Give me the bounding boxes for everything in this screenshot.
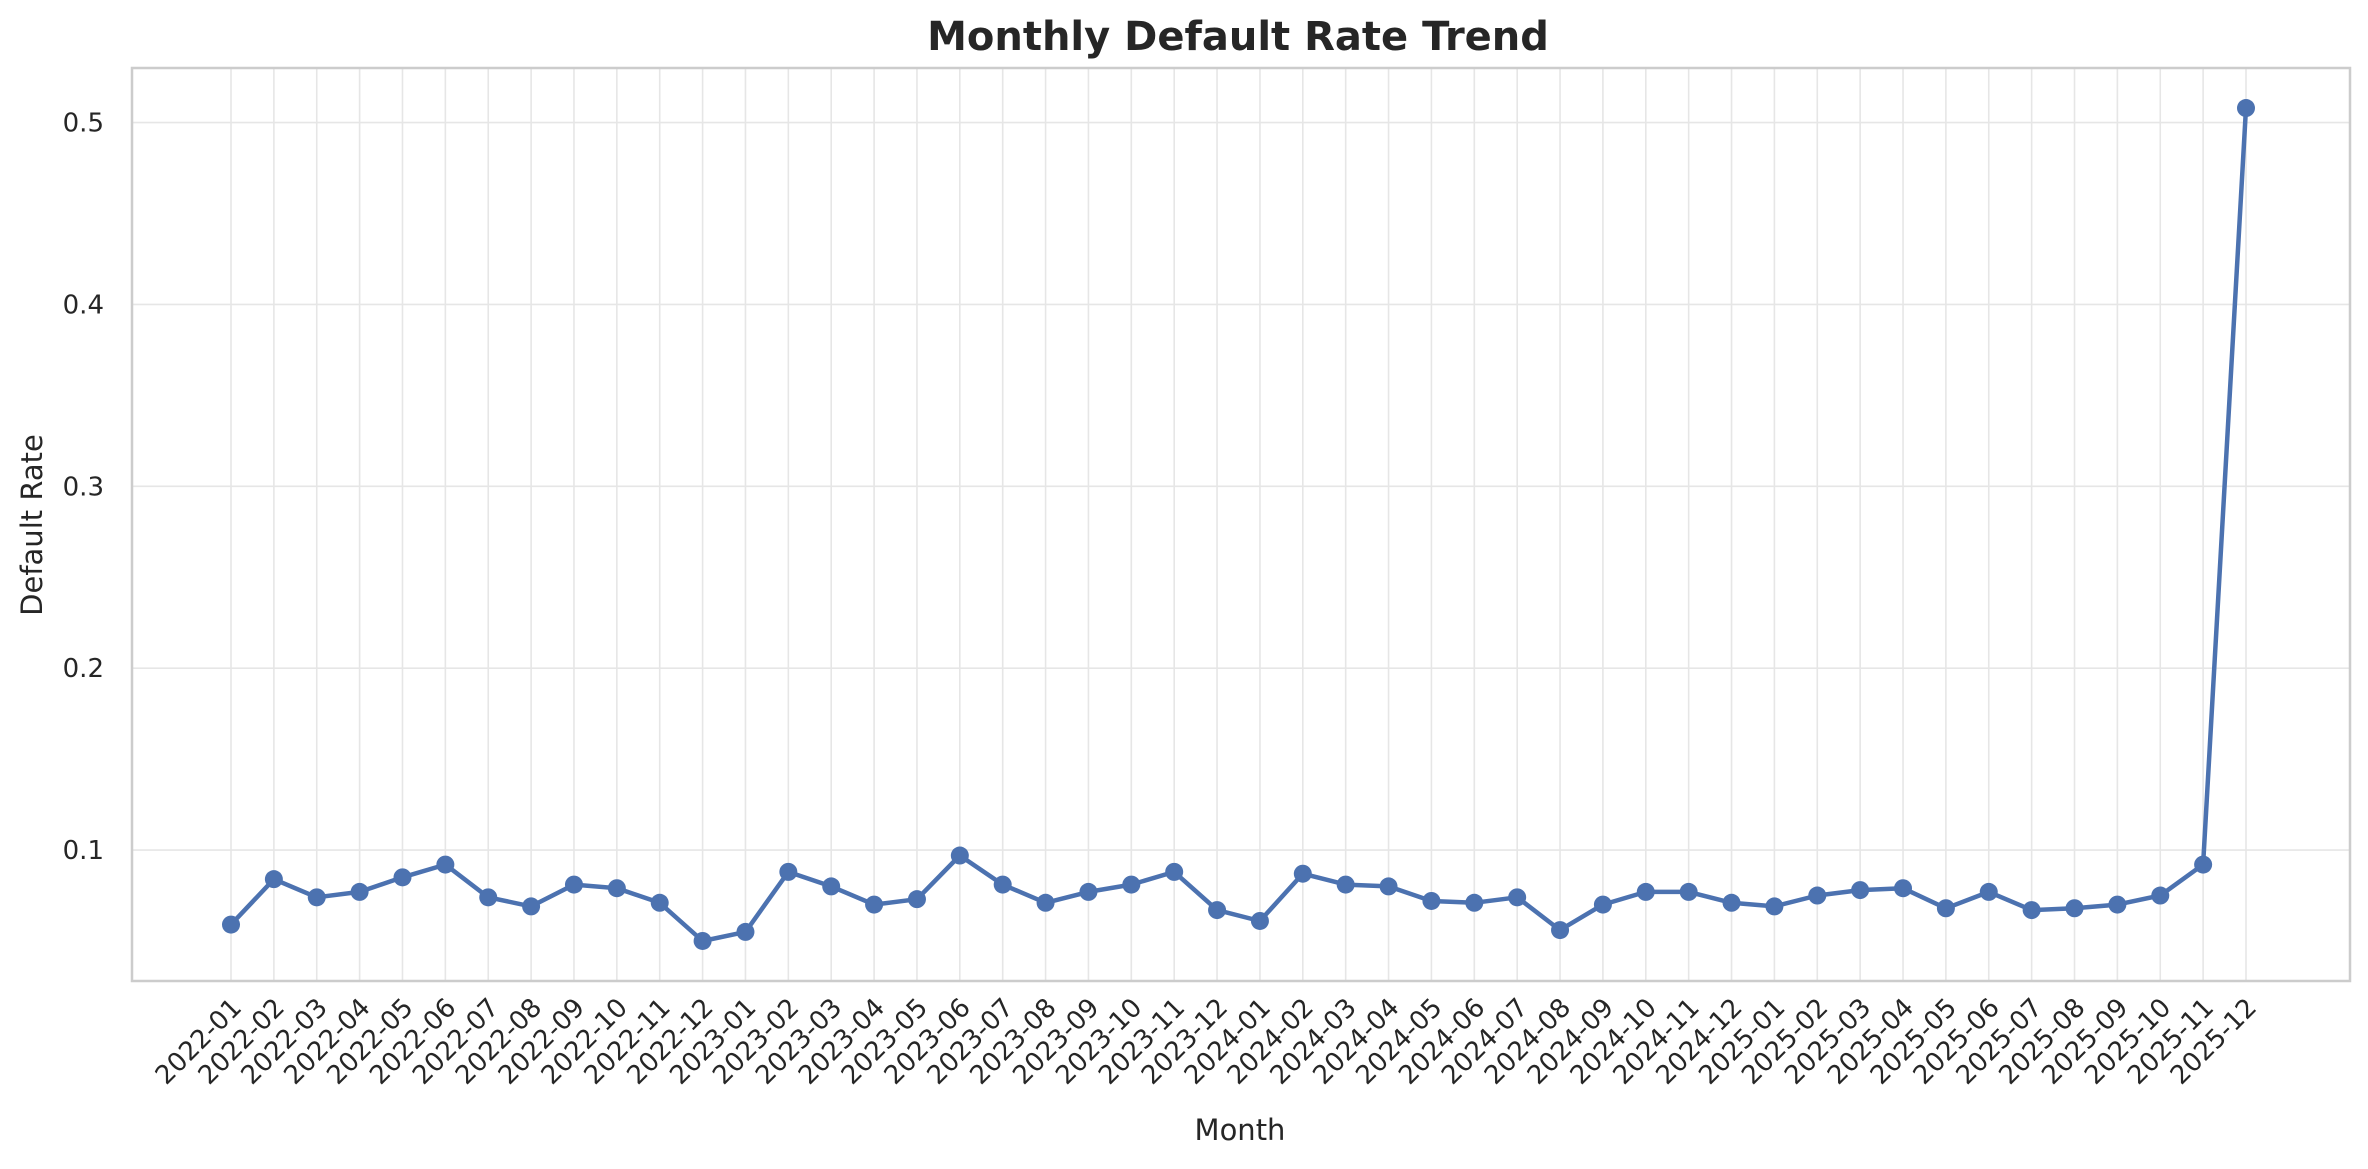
data-point: [1208, 901, 1227, 920]
data-point: [950, 846, 969, 865]
grid: [132, 68, 2350, 981]
data-point: [1722, 893, 1741, 912]
y-tick-label: 0.2: [63, 654, 104, 684]
y-tick-label: 0.1: [63, 836, 104, 866]
data-point: [1293, 864, 1312, 883]
series-line: [229, 107, 2249, 944]
data-point: [822, 877, 841, 896]
data-point: [436, 855, 455, 874]
data-point: [650, 893, 669, 912]
data-point: [1508, 888, 1527, 907]
data-point: [264, 870, 283, 889]
data-point: [736, 922, 755, 941]
data-point: [1551, 921, 1570, 940]
y-axis-label: Default Rate: [15, 434, 49, 616]
y-tick-label: 0.5: [63, 109, 104, 139]
data-point: [1808, 886, 1827, 905]
plot-frame: [130, 66, 2352, 983]
data-point: [479, 888, 498, 907]
data-point: [307, 888, 326, 907]
data-point: [2065, 899, 2084, 918]
y-tick-label: 0.3: [63, 472, 104, 502]
y-tick-label: 0.4: [63, 290, 104, 320]
x-axis-label: Month: [1195, 1113, 1286, 1147]
data-point: [865, 895, 884, 914]
data-point: [907, 890, 926, 909]
data-point: [564, 875, 583, 894]
data-point: [1422, 891, 1441, 910]
data-point: [1936, 899, 1955, 918]
data-point: [1679, 882, 1698, 901]
data-point: [1765, 897, 1784, 916]
data-point: [2237, 99, 2255, 118]
data-point: [607, 879, 626, 898]
data-point: [1036, 893, 1055, 912]
data-point: [1336, 875, 1355, 894]
data-point: [1465, 893, 1484, 912]
data-point: [1079, 882, 1098, 901]
chart-title: Monthly Default Rate Trend: [927, 14, 1549, 60]
data-point: [779, 862, 798, 881]
data-point: [1979, 882, 1998, 901]
data-point: [1122, 875, 1141, 894]
data-point: [222, 915, 240, 934]
data-point: [1593, 895, 1612, 914]
data-point: [1636, 882, 1655, 901]
data-point: [993, 875, 1012, 894]
data-point: [1379, 877, 1398, 896]
data-point: [1165, 862, 1184, 881]
data-point: [2022, 901, 2041, 920]
data-point: [393, 868, 412, 887]
data-point: [2194, 855, 2213, 874]
data-point: [2151, 886, 2170, 905]
data-point: [1851, 881, 1870, 900]
data-point: [2108, 895, 2127, 914]
data-point: [350, 882, 369, 901]
data-point: [1894, 879, 1913, 898]
series-default-rate: [222, 99, 2255, 950]
y-axis-ticks: 0.1 0.2 0.3 0.4 0.5: [63, 109, 104, 866]
data-point: [693, 931, 712, 950]
data-point: [1250, 911, 1269, 930]
data-point: [522, 897, 541, 916]
x-axis-ticks: 2022-012022-022022-032022-042022-052022-…: [150, 993, 2263, 1091]
